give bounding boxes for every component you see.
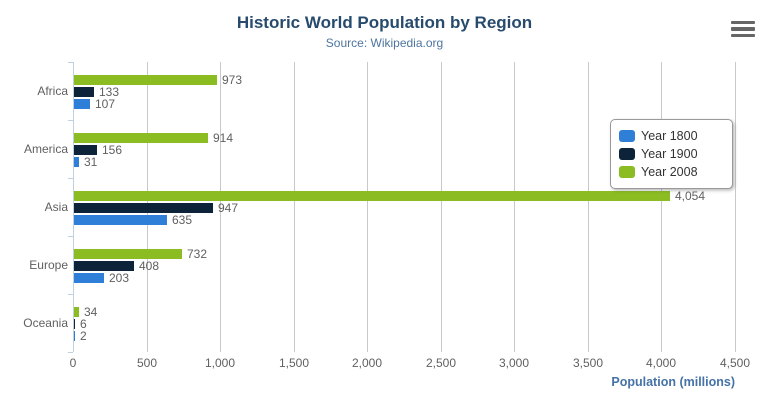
category-label-africa: Africa (37, 84, 68, 98)
data-label: 6 (80, 317, 87, 331)
bar-asia-year-1900[interactable] (74, 203, 213, 213)
data-label: 408 (139, 259, 160, 273)
legend-item-year-1800[interactable]: Year 1800 (619, 127, 724, 145)
bar-europe-year-2008[interactable] (74, 249, 182, 259)
x-axis-tick-label: 3,500 (572, 356, 604, 370)
category-axis-line (73, 62, 74, 352)
bar-america-year-1800[interactable] (74, 157, 79, 167)
bar-europe-year-1800[interactable] (74, 273, 104, 283)
gridline (588, 62, 589, 352)
data-label: 914 (213, 131, 234, 145)
data-label: 107 (95, 97, 116, 111)
gridline (367, 62, 368, 352)
gridline (294, 62, 295, 352)
x-axis-tick-label: 4,500 (719, 356, 751, 370)
category-label-oceania: Oceania (23, 316, 68, 330)
chart-subtitle: Source: Wikipedia.org (325, 36, 444, 50)
bar-oceania-year-1900[interactable] (74, 319, 75, 329)
bar-oceania-year-2008[interactable] (74, 307, 79, 317)
data-label: 732 (187, 247, 208, 261)
data-label: 947 (218, 201, 239, 215)
legend-symbol-swatch (619, 148, 635, 160)
legend: Year 1800 Year 1900 Year 2008 (610, 119, 733, 189)
x-axis-tick-label: 500 (136, 356, 158, 370)
legend-symbol-swatch (619, 166, 635, 178)
category-tick (68, 236, 73, 237)
data-label: 133 (99, 85, 120, 99)
legend-symbol-swatch (619, 130, 635, 142)
data-label: 156 (102, 143, 123, 157)
gridline (441, 62, 442, 352)
export-menu-button[interactable] (729, 17, 757, 41)
data-label: 203 (109, 271, 130, 285)
x-axis-tick-label: 2,500 (425, 356, 457, 370)
legend-label: Year 1800 (641, 129, 698, 143)
legend-label: Year 2008 (641, 165, 698, 179)
bar-africa-year-1900[interactable] (74, 87, 94, 97)
x-axis-tick-label: 3,000 (498, 356, 530, 370)
data-label: 635 (172, 213, 193, 227)
gridline (661, 62, 662, 352)
x-axis-title: Population (millions) (611, 375, 735, 389)
data-label: 973 (222, 73, 243, 87)
category-tick (68, 120, 73, 121)
data-label: 2 (80, 329, 87, 343)
data-label: 34 (84, 305, 98, 319)
category-label-asia: Asia (44, 200, 68, 214)
legend-item-year-1900[interactable]: Year 1900 (619, 145, 724, 163)
category-tick (68, 178, 73, 179)
gridline (220, 62, 221, 352)
category-tick (68, 294, 73, 295)
bar-oceania-year-1800[interactable] (74, 331, 75, 341)
gridline (735, 62, 736, 352)
category-label-america: America (23, 142, 68, 156)
data-label: 31 (84, 155, 98, 169)
x-axis-tick-label: 1,000 (204, 356, 236, 370)
bar-america-year-1900[interactable] (74, 145, 97, 155)
x-axis-tick-label: 4,000 (645, 356, 677, 370)
bar-america-year-2008[interactable] (74, 133, 208, 143)
bar-africa-year-1800[interactable] (74, 99, 90, 109)
bar-asia-year-2008[interactable] (74, 191, 670, 201)
legend-item-year-2008[interactable]: Year 2008 (619, 163, 724, 181)
bar-africa-year-2008[interactable] (74, 75, 217, 85)
category-tick (68, 352, 73, 353)
x-axis-tick-label: 2,000 (351, 356, 383, 370)
gridline (514, 62, 515, 352)
bar-asia-year-1800[interactable] (74, 215, 167, 225)
category-tick (68, 62, 73, 63)
x-axis-tick-label: 1,500 (278, 356, 310, 370)
x-axis-tick-label: 0 (69, 356, 77, 370)
data-label: 4,054 (675, 189, 706, 203)
category-label-europe: Europe (29, 258, 68, 272)
legend-label: Year 1900 (641, 147, 698, 161)
chart-title: Historic World Population by Region (236, 13, 533, 32)
bar-europe-year-1900[interactable] (74, 261, 134, 271)
